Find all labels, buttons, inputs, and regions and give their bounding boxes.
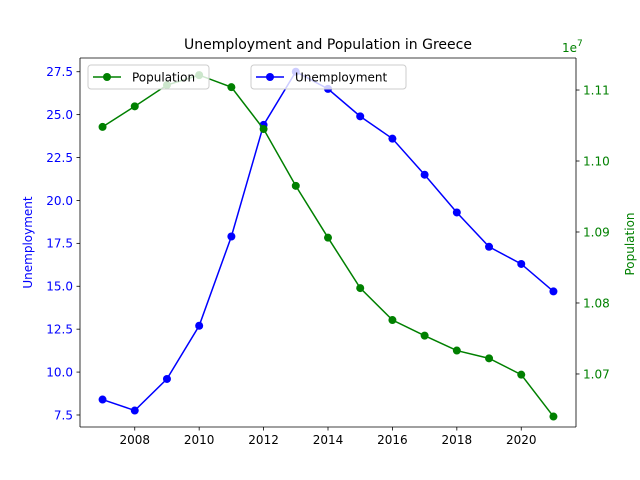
- legend-population-label: Population: [132, 70, 195, 84]
- population-point-2019: [485, 354, 494, 363]
- population-point-2008: [130, 102, 139, 111]
- population-point-2018: [452, 346, 461, 355]
- unemployment-point-2010: [195, 321, 204, 330]
- y-axis-left-label: Unemployment: [21, 196, 35, 289]
- y-right-tick-label-0: 1.07: [583, 367, 610, 381]
- x-tick-label-2014: 2014: [313, 433, 344, 447]
- y-left-tick-label-1: 10.0: [46, 365, 73, 379]
- y-left-tick-label-0: 7.5: [54, 408, 73, 422]
- population-point-2012: [259, 125, 268, 134]
- unemployment-point-2016: [388, 134, 397, 143]
- population-point-2021: [549, 412, 558, 421]
- y-axis-right-multiplier: 1e7: [562, 39, 583, 55]
- x-tick-label-2012: 2012: [248, 433, 279, 447]
- y-left-tick-label-8: 27.5: [46, 65, 73, 79]
- x-tick-label-2016: 2016: [377, 433, 408, 447]
- unemployment-point-2011: [227, 232, 236, 241]
- x-tick-label-2010: 2010: [184, 433, 215, 447]
- unemployment-point-2007: [98, 395, 107, 404]
- chart-title: Unemployment and Population in Greece: [184, 37, 472, 53]
- population-point-2017: [420, 331, 429, 340]
- legend-population-marker: [103, 73, 111, 81]
- y-left-tick-label-7: 25.0: [46, 108, 73, 122]
- y-right-tick-label-3: 1.10: [583, 154, 610, 168]
- y-right-tick-label-4: 1.11: [583, 83, 610, 97]
- y-right-tick-label-1: 1.08: [583, 296, 610, 310]
- y-left-tick-label-2: 12.5: [46, 322, 73, 336]
- population-point-2013: [291, 181, 300, 190]
- unemployment-point-2019: [485, 242, 494, 251]
- population-point-2007: [98, 122, 107, 131]
- x-tick-label-2008: 2008: [119, 433, 150, 447]
- population-point-2020: [517, 370, 526, 379]
- population-point-2011: [227, 83, 236, 92]
- y-left-tick-label-4: 17.5: [46, 237, 73, 251]
- y-left-tick-label-5: 20.0: [46, 194, 73, 208]
- legend-unemployment-label: Unemployment: [295, 70, 388, 84]
- y-left-tick-label-6: 22.5: [46, 151, 73, 165]
- population-point-2016: [388, 316, 397, 325]
- unemployment-point-2009: [162, 374, 171, 383]
- legend-unemployment-box: [250, 64, 407, 90]
- x-tick-label-2020: 2020: [506, 433, 537, 447]
- y-axis-right-label: Population: [623, 212, 637, 275]
- unemployment-point-2020: [517, 259, 526, 268]
- population-point-2014: [324, 233, 332, 242]
- y-left-tick-label-3: 15.0: [46, 280, 73, 294]
- unemployment-point-2018: [452, 208, 461, 217]
- unemployment-point-2017: [420, 170, 429, 179]
- x-tick-label-2018: 2018: [442, 433, 473, 447]
- plot-area: [80, 58, 576, 427]
- unemployment-point-2008: [130, 406, 139, 415]
- unemployment-point-2021: [549, 287, 558, 296]
- y-right-tick-label-2: 1.09: [583, 225, 610, 239]
- unemployment-point-2015: [356, 112, 365, 121]
- legend-layer: Population Unemployment: [87, 64, 407, 90]
- legend-unemployment-marker: [266, 73, 274, 81]
- legend-population-box: [87, 64, 210, 90]
- population-point-2015: [356, 284, 365, 293]
- axes-layer: 2008 2010 2012 2014 2016 2018 2020 7.5 10.0 12.5 1…: [46, 57, 610, 447]
